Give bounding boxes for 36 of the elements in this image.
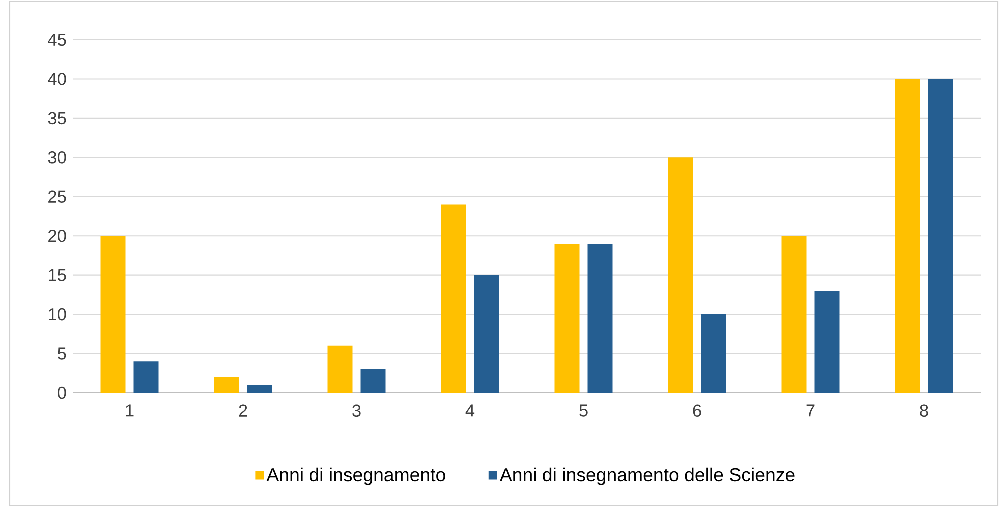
bar	[701, 314, 726, 393]
bar	[474, 275, 500, 393]
bar	[247, 385, 272, 393]
x-tick-label: 8	[920, 404, 928, 418]
bar	[328, 346, 353, 393]
bar	[134, 362, 159, 393]
y-tick-label: 0	[58, 386, 66, 400]
bar	[360, 369, 386, 393]
y-tick-label: 15	[48, 269, 66, 282]
bar	[441, 204, 466, 393]
x-tick-label: 5	[580, 404, 588, 417]
bar	[588, 244, 613, 393]
bar	[814, 291, 840, 393]
bar	[214, 377, 240, 393]
x-tick-label: 3	[352, 404, 361, 418]
x-tick-label: 4	[466, 404, 475, 417]
legend-label: Anni di insegnamento delle Scienze	[500, 468, 795, 486]
y-tick-label: 35	[48, 112, 66, 125]
bar	[928, 79, 954, 393]
x-tick-label: 7	[806, 404, 815, 417]
x-tick-label: 1	[126, 404, 134, 417]
bar	[895, 79, 920, 393]
bar	[668, 158, 694, 393]
x-tick-label: 6	[693, 404, 702, 418]
y-tick-label: 40	[48, 73, 66, 86]
bar	[100, 236, 126, 393]
y-tick-label: 10	[48, 308, 66, 321]
y-tick-label: 5	[58, 348, 66, 360]
y-tick-label: 30	[48, 152, 66, 164]
bar	[554, 244, 580, 393]
legend-label: Anni di insegnamento	[266, 468, 446, 486]
y-tick-label: 45	[48, 34, 66, 46]
x-tick-label: 2	[239, 404, 248, 417]
y-tick-label: 25	[48, 190, 66, 204]
y-tick-label: 20	[48, 230, 66, 242]
bar	[782, 236, 807, 393]
